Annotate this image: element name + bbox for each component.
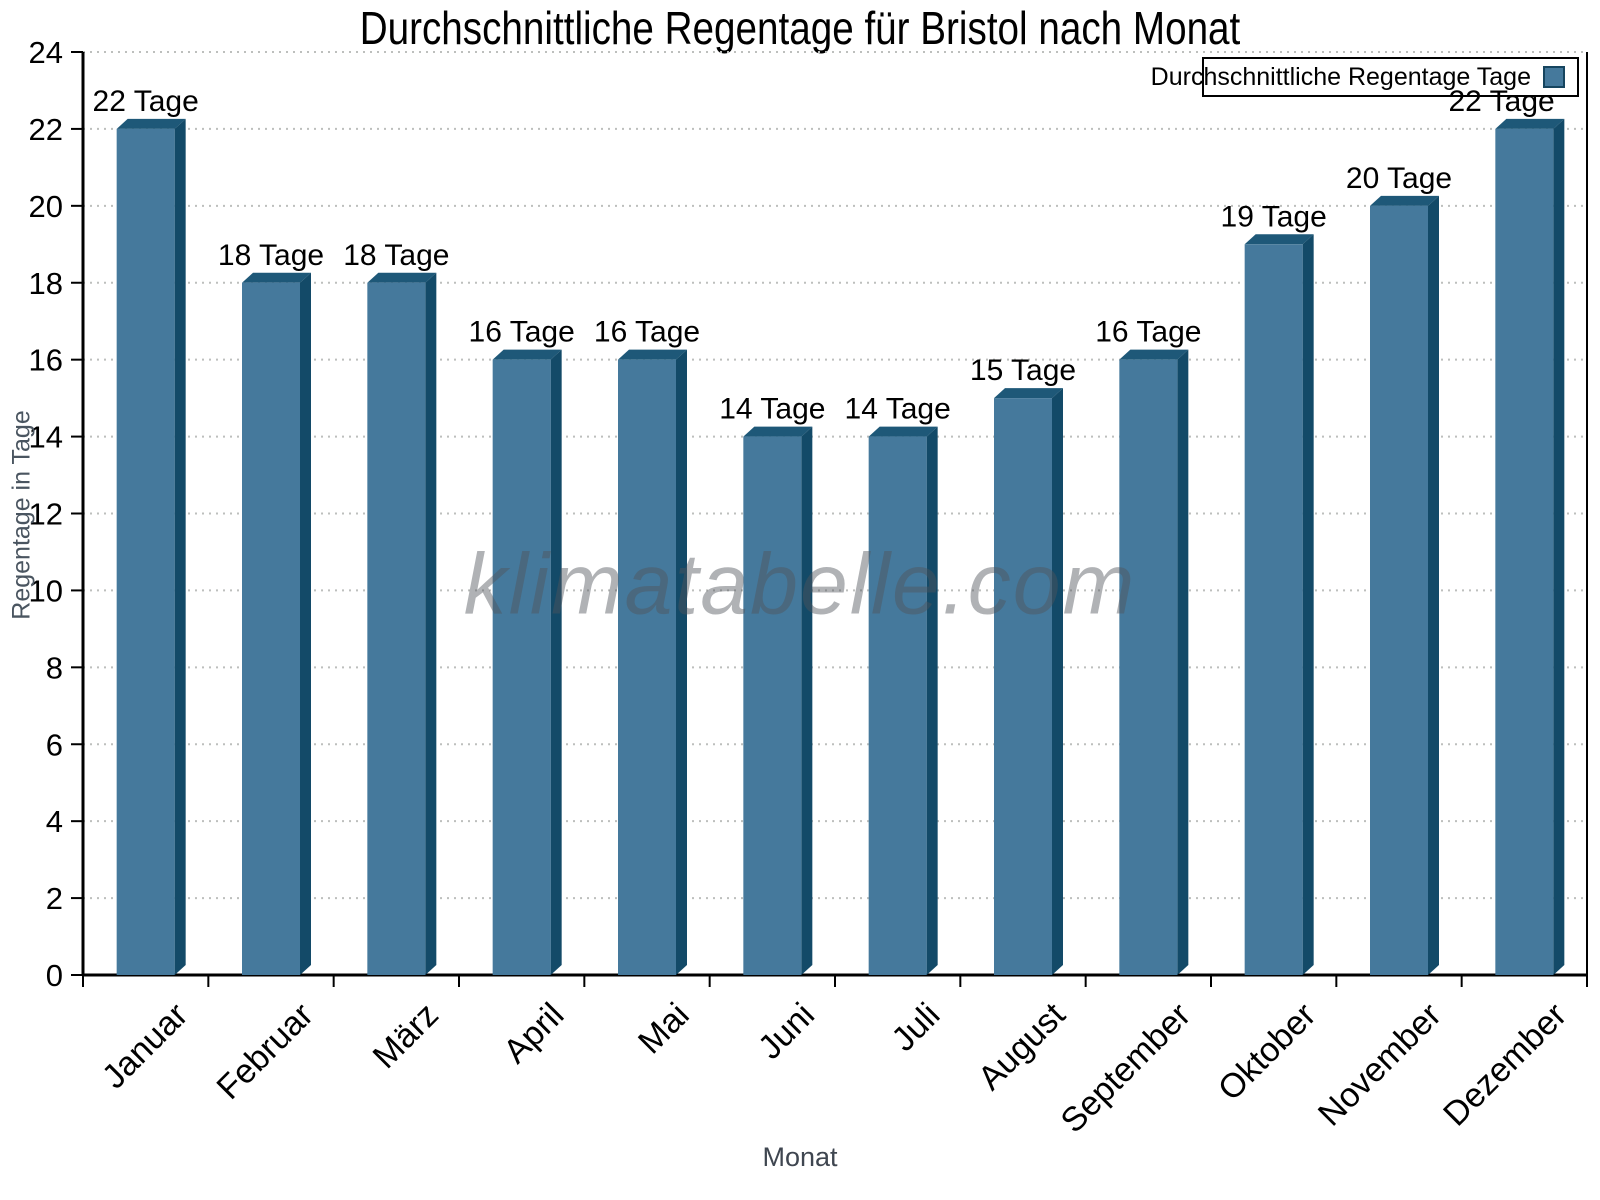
bar-september (1119, 359, 1178, 976)
y-tick-label-6: 6 (46, 727, 63, 762)
legend-box: Durchschnittliche Regentage Tage (1151, 57, 1579, 97)
x-tick-label-november: November (1311, 996, 1449, 1134)
bar-label-oktober: 19 Tage (1221, 200, 1327, 233)
bar-märz (367, 282, 426, 975)
bar-label-dezember: 22 Tage (1448, 85, 1554, 118)
x-tick-label-februar: Februar (210, 996, 321, 1107)
bar-side-märz (425, 272, 437, 975)
x-tick-label-august: August (971, 995, 1073, 1097)
bar-label-mai: 16 Tage (594, 316, 700, 349)
bar-side-dezember (1553, 118, 1565, 975)
x-tick-label-mai: Mai (631, 996, 697, 1062)
y-tick-label-0: 0 (46, 958, 63, 993)
bar-side-september (1177, 349, 1189, 976)
bar-label-februar: 18 Tage (218, 239, 324, 272)
bar-side-juni (801, 426, 813, 975)
bar-oktober (1244, 244, 1303, 975)
legend-swatch (1543, 66, 1565, 88)
y-tick-label-12: 12 (29, 497, 63, 532)
x-axis-title: Monat (762, 1142, 838, 1172)
bar-juli (868, 436, 927, 975)
bar-side-februar (300, 272, 311, 975)
bar-side-august (1052, 388, 1063, 975)
bar-top-mai (618, 349, 687, 360)
bar-top-august (994, 388, 1063, 399)
y-tick-label-18: 18 (29, 266, 63, 301)
bar-side-januar (174, 118, 186, 975)
y-tick-label-14: 14 (29, 420, 63, 455)
bar-label-märz: 18 Tage (343, 239, 449, 272)
x-tick-label-juli: Juli (884, 996, 947, 1059)
bar-label-januar: 22 Tage (93, 85, 199, 118)
y-tick-label-8: 8 (46, 650, 63, 685)
x-tick-label-september: September (1054, 996, 1198, 1140)
bar-januar (116, 128, 175, 975)
bar-top-märz (367, 272, 437, 283)
bar-top-oktober (1244, 234, 1314, 245)
bar-top-januar (116, 118, 186, 129)
bar-november (1370, 205, 1428, 976)
bar-label-april: 16 Tage (469, 316, 575, 349)
x-tick-label-dezember: Dezember (1436, 996, 1574, 1134)
bar-mai (618, 359, 676, 976)
bar-top-dezember (1495, 118, 1565, 129)
y-tick-label-22: 22 (29, 112, 63, 147)
bar-top-november (1370, 195, 1439, 206)
y-tick-label-10: 10 (29, 573, 63, 608)
bar-top-september (1119, 349, 1189, 360)
bar-label-september: 16 Tage (1095, 316, 1201, 349)
y-tick-label-20: 20 (29, 189, 63, 224)
bar-august (994, 398, 1052, 975)
x-tick-label-januar: Januar (95, 996, 195, 1096)
bar-label-august: 15 Tage (970, 354, 1076, 387)
bar-side-juli (926, 426, 938, 975)
y-tick-label-24: 24 (29, 35, 63, 70)
bar-label-juni: 14 Tage (719, 393, 825, 426)
bar-april (492, 359, 551, 976)
legend-label: Durchschnittliche Regentage Tage (1150, 62, 1531, 91)
bar-side-mai (676, 349, 687, 976)
x-tick-label-märz: März (366, 996, 446, 1076)
bar-top-februar (242, 272, 311, 283)
bar-label-juli: 14 Tage (845, 393, 951, 426)
bar-dezember (1495, 128, 1554, 975)
bar-top-juni (743, 426, 813, 437)
y-tick-label-4: 4 (46, 804, 63, 839)
bar-label-november: 20 Tage (1346, 162, 1452, 195)
bar-side-april (550, 349, 562, 976)
bar-top-juli (868, 426, 938, 437)
x-tick-label-april: April (496, 996, 571, 1071)
bar-top-april (492, 349, 562, 360)
bar-februar (242, 282, 300, 975)
bar-juni (743, 436, 802, 975)
y-tick-label-2: 2 (46, 881, 63, 916)
bar-side-november (1428, 195, 1439, 976)
chart-title: Durchschnittliche Regentage für Bristol … (359, 2, 1241, 54)
x-tick-label-juni: Juni (751, 996, 822, 1067)
bar-side-oktober (1302, 234, 1314, 975)
x-tick-label-oktober: Oktober (1211, 996, 1323, 1108)
y-tick-label-16: 16 (29, 343, 63, 378)
y-axis-title: Regentage in Tage (7, 410, 36, 620)
